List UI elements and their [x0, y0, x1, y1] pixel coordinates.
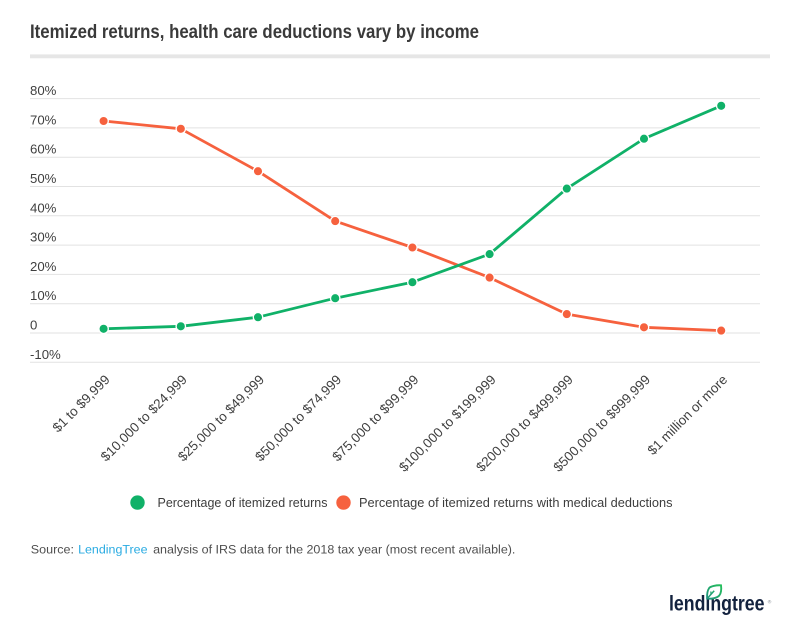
svg-text:-10%: -10% — [30, 347, 61, 362]
svg-text:50%: 50% — [30, 171, 57, 186]
svg-text:Itemized returns, health care: Itemized returns, health care deductions… — [30, 21, 479, 43]
svg-text:80%: 80% — [30, 83, 57, 98]
svg-text:Source:: Source: — [31, 543, 74, 557]
svg-text:70%: 70% — [30, 112, 57, 127]
svg-text:Percentage of itemized returns: Percentage of itemized returns with medi… — [359, 495, 673, 510]
svg-text:®: ® — [768, 598, 772, 605]
svg-text:LendingTree: LendingTree — [78, 543, 148, 557]
svg-text:40%: 40% — [30, 200, 57, 215]
svg-text:analysis of IRS data for the 2: analysis of IRS data for the 2018 tax ye… — [153, 543, 515, 557]
svg-text:10%: 10% — [30, 288, 57, 303]
svg-text:Percentage of itemized returns: Percentage of itemized returns — [158, 495, 328, 510]
svg-text:30%: 30% — [30, 230, 57, 245]
svg-text:60%: 60% — [30, 142, 57, 157]
svg-text:0: 0 — [30, 318, 37, 333]
svg-text:20%: 20% — [30, 259, 57, 274]
